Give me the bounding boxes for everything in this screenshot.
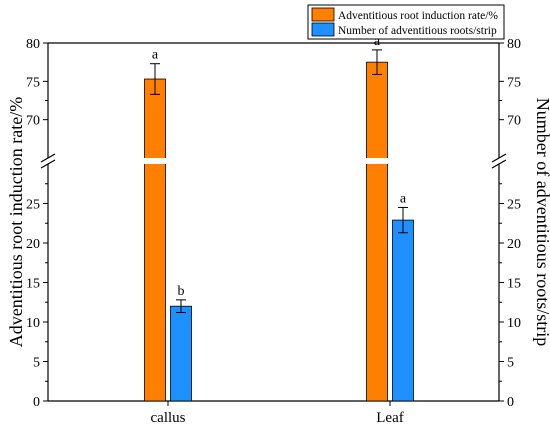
right-tick-label: 80 xyxy=(507,37,521,52)
left-tick-label: 0 xyxy=(33,395,40,410)
left-tick-label: 25 xyxy=(26,198,40,213)
x-tick-label: Leaf xyxy=(376,410,403,426)
right-tick-label: 5 xyxy=(507,356,514,371)
axis-break-gap xyxy=(497,158,501,164)
right-tick-label: 15 xyxy=(507,277,521,292)
right-tick-label: 75 xyxy=(507,75,521,90)
left-tick-label: 20 xyxy=(26,237,40,252)
bar-rate-callus xyxy=(144,78,166,402)
left-axis-title: Adventitious root induction rate/% xyxy=(6,97,26,347)
significance-letter: a xyxy=(374,34,381,49)
left-tick-label: 5 xyxy=(33,356,40,371)
x-tick-label: callus xyxy=(151,410,186,426)
legend-swatch-count xyxy=(311,22,335,37)
significance-letter: a xyxy=(400,191,407,206)
left-tick-label: 10 xyxy=(26,316,40,331)
bar-rate-leaf xyxy=(366,61,388,402)
legend-box xyxy=(307,4,505,40)
left-tick-label: 75 xyxy=(26,75,40,90)
bar-count-leaf xyxy=(392,219,414,402)
right-tick-label: 0 xyxy=(507,395,514,410)
axis-break-mark xyxy=(40,159,56,169)
legend: Adventitious root induction rate/% Numbe… xyxy=(307,4,505,40)
right-tick-label: 10 xyxy=(507,316,521,331)
axis-break-mark xyxy=(40,153,56,163)
right-axis-title: Number of adventitious roots/strip xyxy=(533,98,550,346)
left-tick-label: 80 xyxy=(26,37,40,52)
significance-letter: a xyxy=(152,48,159,63)
left-tick-label: 15 xyxy=(26,277,40,292)
axis-break-mark xyxy=(491,159,507,169)
right-tick-label: 70 xyxy=(507,114,521,129)
significance-letter: b xyxy=(178,284,185,299)
legend-label-count: Number of adventitious roots/strip xyxy=(338,25,497,37)
legend-label-rate: Adventitious root induction rate/% xyxy=(338,10,498,22)
axis-break-gap xyxy=(49,158,498,164)
left-tick-label: 70 xyxy=(26,114,40,129)
legend-swatch-rate xyxy=(311,7,335,22)
axis-break-mark xyxy=(491,153,507,163)
right-tick-label: 25 xyxy=(507,198,521,213)
right-tick-label: 20 xyxy=(507,237,521,252)
bar-count-callus xyxy=(170,305,192,402)
axis-break-gap xyxy=(46,158,50,164)
